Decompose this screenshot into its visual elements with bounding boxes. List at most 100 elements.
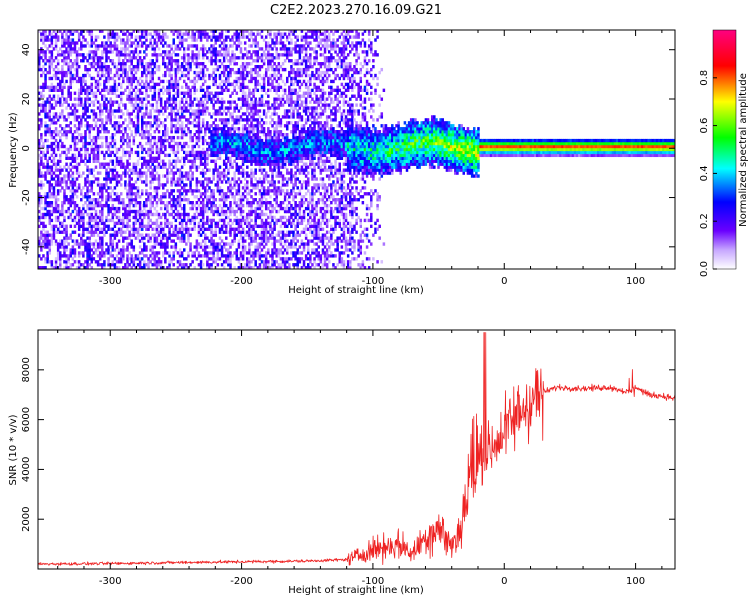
- spectrogram-cell: [168, 62, 171, 66]
- spectrogram-cell: [128, 168, 131, 172]
- spectrogram-cell: [153, 159, 157, 163]
- spectrogram-cell: [113, 100, 117, 104]
- spectrogram-cell: [153, 221, 157, 226]
- spectrogram-cell: [155, 159, 159, 163]
- spectrogram-cell: [197, 76, 201, 81]
- spectrogram-cell: [187, 174, 190, 178]
- spectrogram-cell: [96, 227, 100, 231]
- spectrogram-cell: [107, 245, 110, 249]
- spectrogram-cell: [56, 192, 60, 196]
- spectrogram-cell: [75, 209, 79, 214]
- spectrogram-cell: [111, 76, 115, 81]
- spectrogram-cell: [151, 254, 154, 258]
- spectrogram-cell: [258, 115, 262, 119]
- spectrogram-cell: [159, 100, 163, 104]
- spectrogram-cell: [157, 130, 161, 134]
- spectrogram-cell: [199, 112, 203, 116]
- spectrogram-cell: [111, 135, 115, 140]
- spectrogram-cell: [216, 147, 220, 152]
- spectrogram-cell: [130, 168, 133, 172]
- spectrogram-cell: [239, 50, 243, 54]
- spectrogram-cell: [44, 177, 47, 181]
- spectrogram-cell: [157, 91, 161, 95]
- spectrogram-cell: [222, 47, 226, 51]
- spectrogram-cell: [40, 67, 43, 72]
- spectrogram-cell: [206, 109, 209, 113]
- spectrogram-cell: [250, 242, 253, 246]
- spectrogram-cell: [178, 227, 182, 231]
- spectrogram-cell: [239, 132, 243, 137]
- spectrogram-cell: [134, 76, 138, 81]
- spectrogram-cell: [151, 124, 154, 128]
- spectrogram-cell: [88, 239, 91, 243]
- spectrogram-cell: [44, 62, 47, 66]
- spectrogram-cell: [103, 230, 106, 234]
- spectrogram-cell: [48, 50, 52, 54]
- spectrogram-cell: [77, 94, 81, 98]
- spectrogram-cell: [227, 109, 230, 113]
- spectrogram-cell: [197, 153, 201, 158]
- spectrogram-cell: [161, 162, 165, 166]
- spectrogram-cell: [241, 135, 245, 140]
- spectrogram-cell: [82, 254, 85, 258]
- spectrogram-cell: [90, 212, 94, 217]
- spectrogram-cell: [218, 156, 222, 161]
- spectrogram-cell: [59, 180, 62, 184]
- spectrogram-cell: [210, 221, 213, 226]
- spectrogram-cell: [134, 85, 138, 90]
- spectrogram-cell: [250, 76, 253, 81]
- spectrogram-cell: [225, 118, 228, 122]
- spectrogram-cell: [86, 203, 89, 208]
- spectrogram-cell: [52, 177, 56, 181]
- spectrogram-cell: [80, 88, 83, 92]
- spectrogram-cell: [243, 195, 247, 199]
- spectrogram-cell: [84, 183, 87, 187]
- spectrogram-cell: [50, 203, 54, 208]
- spectrogram-cell: [50, 227, 54, 231]
- spectrogram-cell: [96, 159, 100, 163]
- spectrogram-cell: [187, 153, 190, 158]
- spectrogram-cell: [197, 144, 201, 149]
- spectrogram-cell: [254, 50, 257, 54]
- spectrogram-cell: [241, 198, 245, 202]
- spectrogram-cell: [216, 242, 220, 246]
- spectrogram-cell: [149, 150, 152, 155]
- spectrogram-cell: [140, 171, 144, 175]
- spectrogram-cell: [182, 115, 186, 119]
- spectrogram-cell: [69, 233, 73, 237]
- spectrogram-cell: [214, 50, 218, 54]
- spectrogram-cell: [199, 103, 203, 107]
- spectrogram-cell: [201, 254, 205, 258]
- spectrogram-cell: [151, 177, 154, 181]
- spectrogram-cell: [201, 56, 205, 60]
- spectrogram-cell: [210, 141, 213, 146]
- spectrogram-cell: [140, 165, 144, 169]
- spectrogram-cell: [166, 138, 169, 143]
- spectrogram-cell: [252, 76, 255, 81]
- spectrogram-cell: [212, 159, 215, 163]
- spectrogram-cell: [161, 230, 165, 234]
- spectrogram-cell: [182, 64, 186, 69]
- spectrogram-cell: [225, 153, 228, 158]
- spectrogram-cell: [248, 248, 251, 252]
- spectrogram-cell: [107, 260, 110, 264]
- spectrogram-cell: [84, 106, 87, 110]
- spectrogram-cell: [243, 177, 247, 181]
- spectrogram-cell: [246, 251, 249, 255]
- spectrogram-cell: [168, 254, 171, 258]
- spectrogram-cell: [111, 218, 115, 223]
- spectrogram-cell: [75, 41, 79, 45]
- spectrogram-cell: [204, 248, 207, 252]
- spectrogram-cell: [174, 53, 178, 57]
- spectrogram-cell: [187, 91, 190, 95]
- spectrogram-cell: [166, 53, 169, 57]
- spectrogram-cell: [101, 124, 104, 128]
- spectrogram-cell: [115, 67, 119, 72]
- spectrogram-cell: [168, 221, 171, 226]
- spectrogram-cell: [140, 132, 144, 137]
- spectrogram-cell: [159, 109, 163, 113]
- spectrogram-cell: [222, 162, 226, 166]
- spectrogram-cell: [243, 189, 247, 193]
- spectrogram-cell: [40, 186, 43, 190]
- spectrogram-cell: [94, 141, 98, 146]
